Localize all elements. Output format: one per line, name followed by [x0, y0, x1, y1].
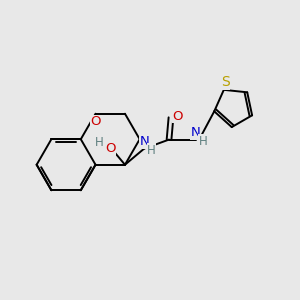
- Text: S: S: [221, 76, 230, 89]
- Text: N: N: [139, 135, 149, 148]
- Text: O: O: [90, 116, 101, 128]
- Text: H: H: [147, 144, 156, 157]
- Text: O: O: [172, 110, 183, 123]
- Text: H: H: [199, 134, 207, 148]
- Text: O: O: [105, 142, 116, 155]
- Text: H: H: [95, 136, 104, 149]
- Text: N: N: [191, 126, 200, 139]
